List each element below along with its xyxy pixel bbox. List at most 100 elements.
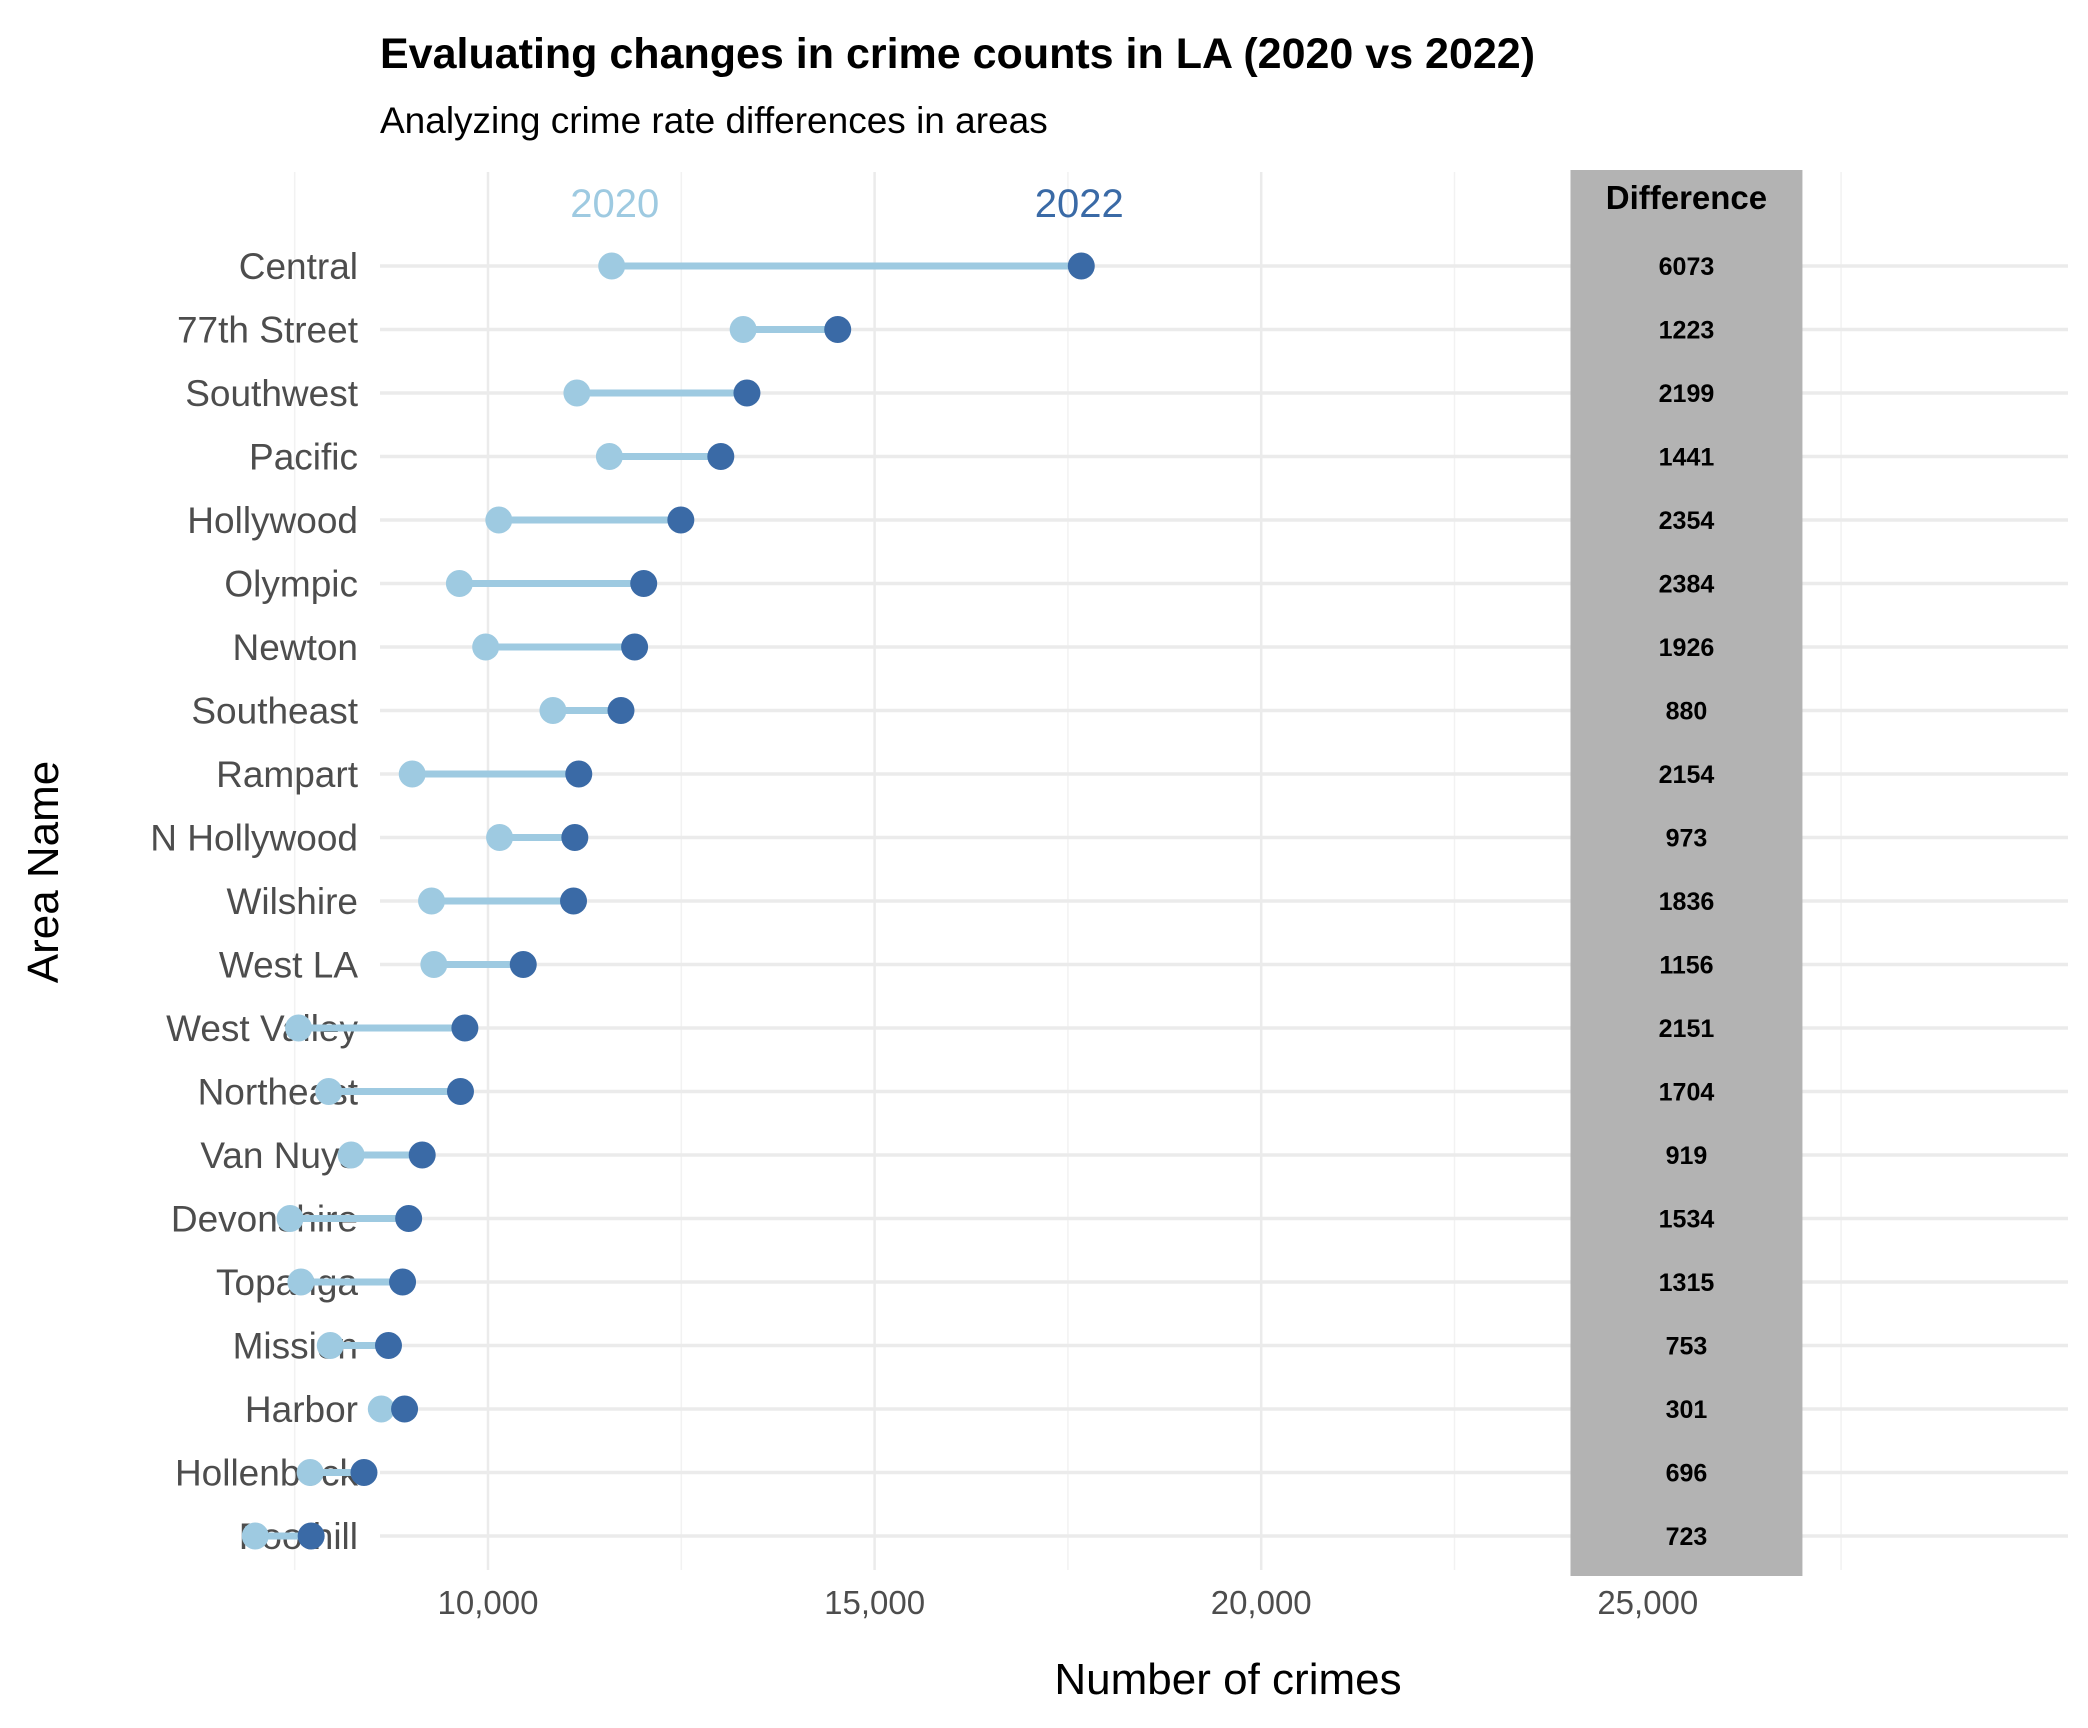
point-2022 <box>707 443 735 470</box>
dumbbell-rows: Central 6073 77th Street 1223 Southwest 2199 P… <box>150 246 1714 1557</box>
point-2020 <box>367 1395 395 1423</box>
point-2022 <box>1067 252 1095 280</box>
y-tick-label: Wilshire <box>226 881 358 922</box>
point-2022 <box>408 1141 436 1169</box>
point-2020 <box>486 824 514 851</box>
dumbbell-row: Southeast 880 <box>191 691 1707 732</box>
difference-value: 753 <box>1666 1333 1708 1361</box>
point-2022 <box>395 1205 423 1232</box>
dumbbell-row: Hollywood 2354 <box>187 500 1714 541</box>
difference-value: 301 <box>1666 1396 1708 1424</box>
y-tick-label: Harbor <box>245 1389 358 1430</box>
difference-value: 1223 <box>1659 317 1715 345</box>
difference-value: 1315 <box>1659 1269 1715 1297</box>
difference-value: 1156 <box>1659 952 1713 980</box>
point-2022 <box>391 1395 419 1423</box>
point-2020 <box>285 1014 313 1042</box>
point-2020 <box>445 570 473 597</box>
dumbbell-row: Central 6073 <box>239 246 1715 287</box>
point-2020 <box>598 252 626 280</box>
dumbbell-row: 77th Street 1223 <box>177 310 1714 351</box>
point-2022 <box>297 1522 325 1550</box>
point-2020 <box>296 1459 324 1486</box>
point-2020 <box>472 633 500 661</box>
chart-subtitle: Analyzing crime rate differences in area… <box>380 100 1048 141</box>
point-2022 <box>374 1332 402 1359</box>
point-2020 <box>316 1332 344 1359</box>
difference-value: 2154 <box>1659 761 1715 789</box>
difference-header: Difference <box>1606 179 1767 216</box>
point-2022 <box>667 506 695 534</box>
point-2022 <box>621 633 649 661</box>
difference-value: 2151 <box>1659 1015 1715 1043</box>
point-2022 <box>607 697 635 724</box>
y-tick-label: 77th Street <box>177 310 359 351</box>
dumbbell-row: Wilshire 1836 <box>226 881 1714 922</box>
point-2022 <box>350 1459 378 1486</box>
x-tick-label: 15,000 <box>824 1584 925 1621</box>
series-label-2022: 2022 <box>1035 182 1124 226</box>
point-2022 <box>446 1078 474 1105</box>
point-2022 <box>509 951 537 978</box>
x-axis-ticks: 10,000 15,000 20,000 25,000 <box>438 1584 1699 1621</box>
y-tick-label: Rampart <box>216 754 359 795</box>
difference-value: 2354 <box>1659 507 1715 535</box>
difference-value: 1441 <box>1659 444 1715 472</box>
y-tick-label: Newton <box>233 627 358 668</box>
difference-panel <box>1570 170 1803 1576</box>
difference-value: 1704 <box>1659 1079 1715 1107</box>
difference-value: 880 <box>1666 698 1708 726</box>
dumbbell-row: N Hollywood 973 <box>150 818 1707 859</box>
difference-value: 2199 <box>1659 380 1715 408</box>
difference-value: 973 <box>1666 825 1708 853</box>
point-2022 <box>824 316 852 343</box>
y-tick-label: West LA <box>219 945 358 986</box>
difference-value: 1836 <box>1659 888 1715 916</box>
x-tick-label: 25,000 <box>1597 1584 1698 1621</box>
difference-value: 1534 <box>1659 1206 1715 1234</box>
y-tick-label: Olympic <box>224 564 358 605</box>
point-2020 <box>418 887 446 915</box>
y-tick-label: Hollywood <box>187 500 358 541</box>
point-2020 <box>729 316 757 343</box>
dumbbell-row: Foothill723 <box>239 1516 1708 1557</box>
y-tick-label: Pacific <box>249 437 358 478</box>
point-2020 <box>563 379 591 407</box>
x-tick-label: 10,000 <box>438 1584 539 1621</box>
dumbbell-row: Northeast 1704 <box>198 1072 1715 1113</box>
point-2020 <box>276 1205 304 1232</box>
point-2020 <box>398 760 426 788</box>
dumbbell-row: Harbor 301 <box>245 1389 1708 1430</box>
series-label-2020: 2020 <box>570 182 659 226</box>
point-2020 <box>241 1522 269 1550</box>
dumbbell-row: Devonshire 1534 <box>171 1199 1715 1240</box>
point-2022 <box>560 887 588 915</box>
dumbbell-row: Olympic 2384 <box>224 564 1714 605</box>
y-tick-label: N Hollywood <box>150 818 358 859</box>
point-2022 <box>630 570 658 597</box>
point-2022 <box>389 1268 417 1296</box>
point-2022 <box>565 760 593 788</box>
dumbbell-row: Topanga 1315 <box>216 1262 1714 1303</box>
y-tick-label: Van Nuys <box>200 1135 358 1176</box>
point-2022 <box>451 1014 479 1042</box>
difference-value: 1926 <box>1659 634 1715 662</box>
point-2020 <box>287 1268 315 1296</box>
x-tick-label: 20,000 <box>1211 1584 1312 1621</box>
dumbbell-row: West Valley 2151 <box>166 1008 1714 1049</box>
point-2020 <box>485 506 513 534</box>
difference-value: 6073 <box>1659 253 1715 281</box>
dumbbell-row: Van Nuys 919 <box>200 1135 1707 1176</box>
dumbbell-row: Newton 1926 <box>233 627 1715 668</box>
point-2022 <box>733 379 761 407</box>
dumbbell-row: Pacific 1441 <box>249 437 1714 478</box>
point-2022 <box>561 824 589 851</box>
dumbbell-row: Southwest 2199 <box>185 373 1714 414</box>
point-2020 <box>420 951 448 978</box>
dumbbell-row: Hollenbeck 696 <box>175 1453 1707 1494</box>
y-tick-label: Central <box>239 246 358 287</box>
point-2020 <box>315 1078 343 1105</box>
y-axis-title: Area Name <box>19 761 68 984</box>
difference-value: 696 <box>1666 1460 1708 1488</box>
